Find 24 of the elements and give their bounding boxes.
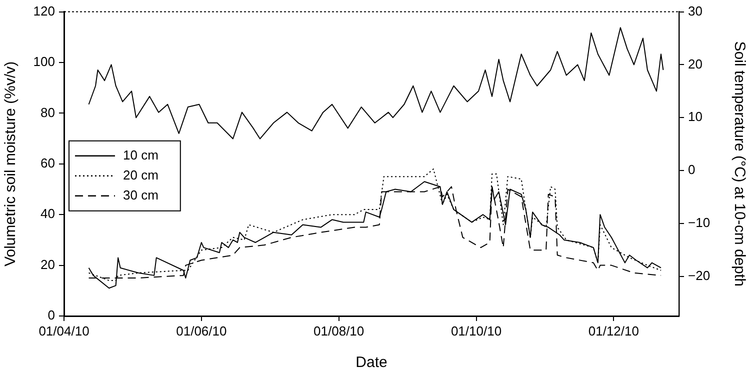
y-tick-label: 0 <box>48 308 55 323</box>
y-tick-label: 40 <box>40 206 55 222</box>
y2-tick-label: −10 <box>688 214 710 230</box>
y2-tick-label: 20 <box>688 56 702 72</box>
legend-label: 30 cm <box>123 187 158 202</box>
legend-label: 20 cm <box>123 167 158 182</box>
legend-label: 10 cm <box>123 147 158 162</box>
y-tick-label: 80 <box>40 104 55 120</box>
x-tick-label: 01/06/10 <box>176 323 227 338</box>
x-tick-label: 01/12/10 <box>588 323 639 338</box>
y-tick-label: 100 <box>33 54 55 70</box>
y-tick-label: 20 <box>40 256 55 272</box>
y2-axis-title: Soil temperature (°C) at 10-cm depth <box>730 41 748 287</box>
y2-tick-label: −20 <box>688 268 710 283</box>
y2-tick-label: 30 <box>688 3 702 18</box>
x-tick-label: 01/10/10 <box>450 323 502 338</box>
y-tick-label: 120 <box>33 3 55 18</box>
x-axis-title: Date <box>356 354 388 372</box>
x-tick-label: 01/08/10 <box>314 323 364 338</box>
y-tick-label: 60 <box>40 155 55 170</box>
y-axis-title: Volumetric soil moisture (%v/v) <box>2 61 20 266</box>
x-tick-label: 01/04/10 <box>38 323 90 338</box>
y2-tick-label: 0 <box>688 162 696 178</box>
y2-tick-label: 10 <box>688 109 702 124</box>
